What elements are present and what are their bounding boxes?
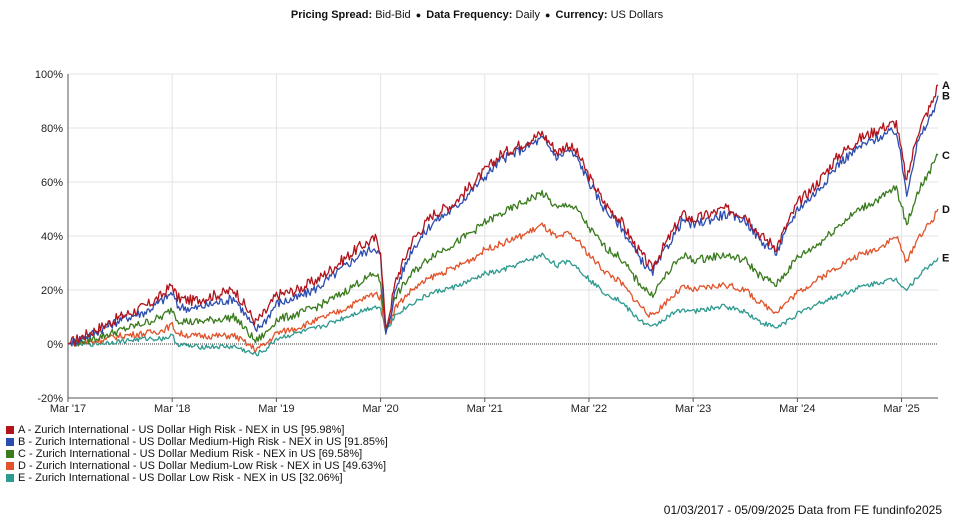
footer-date-range: 01/03/2017 - 05/09/2025 Data from FE fun… [663,503,942,517]
x-tick-label: Mar '24 [779,403,815,415]
legend-item: D - Zurich International - US Dollar Med… [6,460,388,472]
series-line-e [68,252,939,357]
series-end-label-e: E [942,253,949,265]
x-tick-label: Mar '22 [571,403,607,415]
legend-label: E - Zurich International - US Dollar Low… [18,472,343,484]
x-tick-label: Mar '25 [883,403,919,415]
legend-swatch [6,426,14,434]
legend-item: B - Zurich International - US Dollar Med… [6,436,388,448]
data-frequency-value: Daily [515,9,540,21]
series-line-c [67,153,939,347]
series-end-label-b: B [942,91,950,103]
legend-swatch [6,450,14,458]
chart-legend: A - Zurich International - US Dollar Hig… [6,424,388,484]
x-tick-label: Mar '19 [258,403,294,415]
pricing-spread-label: Pricing Spread: [290,9,373,21]
y-tick-label: 60% [41,177,63,189]
y-tick-label: 100% [35,69,63,81]
currency-value: US Dollars [610,9,664,21]
legend-item: C - Zurich International - US Dollar Med… [6,448,388,460]
y-tick-label: 20% [41,285,63,297]
legend-swatch [6,438,14,446]
legend-swatch [6,462,14,470]
y-tick-label: -20% [37,393,63,405]
legend-item: A - Zurich International - US Dollar Hig… [6,424,388,436]
x-tick-label: Mar '17 [50,403,86,415]
series-line-a [67,84,939,346]
pricing-spread-value: Bid-Bid [375,9,411,21]
series-end-label-d: D [942,204,950,216]
legend-swatch [6,474,14,482]
legend-label: A - Zurich International - US Dollar Hig… [18,424,345,436]
x-tick-label: Mar '21 [467,403,503,415]
x-tick-label: Mar '23 [675,403,711,415]
legend-label: B - Zurich International - US Dollar Med… [18,436,388,448]
data-frequency-label: Data Frequency: [426,9,513,21]
series-line-d [67,208,939,353]
separator-dot: ● [415,10,422,20]
separator-dot: ● [545,10,551,20]
y-tick-label: 0% [47,339,63,351]
currency-label: Currency: [555,9,608,21]
series-end-label-c: C [942,150,950,162]
legend-label: C - Zurich International - US Dollar Med… [18,448,363,460]
legend-item: E - Zurich International - US Dollar Low… [6,472,388,484]
series-end-label-a: A [942,80,950,92]
x-tick-label: Mar '20 [362,403,398,415]
x-tick-label: Mar '18 [154,403,190,415]
y-tick-label: 80% [41,123,63,135]
legend-label: D - Zurich International - US Dollar Med… [18,460,387,472]
y-tick-label: 40% [41,231,63,243]
chart-header: Pricing Spread: Bid-Bid ● Data Frequency… [0,8,954,22]
